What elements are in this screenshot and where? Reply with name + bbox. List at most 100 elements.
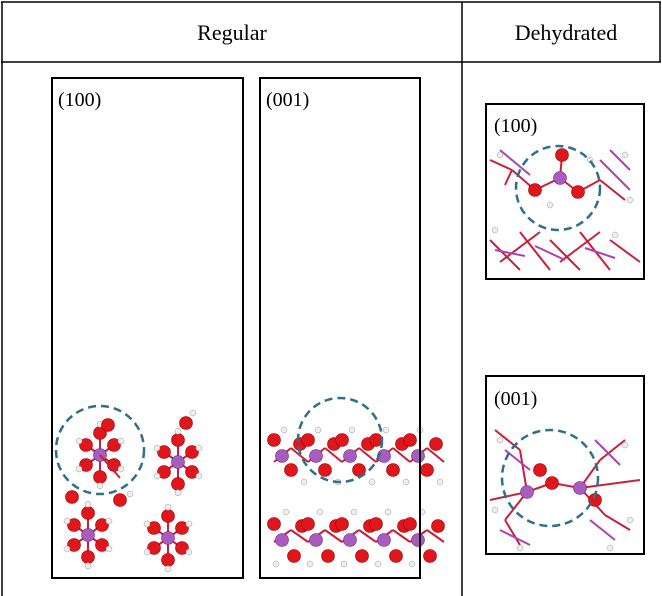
hydrogen-atom <box>273 561 279 567</box>
panel-label: (100) <box>494 115 537 137</box>
metal-atom <box>344 450 357 463</box>
hydrogen-atom <box>315 427 321 433</box>
hydrogen-atom <box>85 501 91 507</box>
hydrogen-atom <box>76 466 82 472</box>
hydrogen-atom <box>317 509 323 515</box>
hydrogen-atom <box>301 479 307 485</box>
panel-frame <box>260 78 420 578</box>
figure: Regular Dehydrated (100) (001) (100) (00… <box>0 0 662 596</box>
hydrogen-atom <box>627 197 633 203</box>
hydrogen-atom <box>351 509 357 515</box>
hydrogen-atom <box>492 227 498 233</box>
hydrogen-atom <box>437 479 443 485</box>
oxygen-atom <box>556 149 569 162</box>
hydrogen-atom <box>64 518 70 524</box>
oxygen-atom <box>94 471 107 484</box>
bond <box>590 520 615 540</box>
hydrogen-atom <box>383 427 389 433</box>
hydrogen-atom <box>165 504 171 510</box>
hydrogen-atom <box>492 507 498 513</box>
oxygen-atom <box>66 491 79 504</box>
oxygen-atom <box>162 554 175 567</box>
oxygen-atom <box>421 464 434 477</box>
hydrogen-atom <box>341 561 347 567</box>
bond <box>560 232 600 262</box>
oxygen-atom <box>102 419 115 432</box>
hydrogen-atom <box>144 521 150 527</box>
oxygen-atom <box>546 477 559 490</box>
oxygen-atom <box>534 464 547 477</box>
oxygen-atom <box>172 434 185 447</box>
hydrogen-atom <box>607 545 613 551</box>
bond <box>505 170 512 185</box>
oxygen-atom <box>432 520 445 533</box>
metal-atom <box>172 456 185 469</box>
bond <box>490 160 512 170</box>
hydrogen-atom <box>64 546 70 552</box>
metal-atom <box>276 534 289 547</box>
hydrogen-atom <box>175 428 181 434</box>
bond <box>580 480 640 488</box>
metal-atom <box>162 532 175 545</box>
oxygen-atom <box>336 518 349 531</box>
oxygen-atom <box>424 550 437 563</box>
metal-atom <box>276 450 289 463</box>
hydrogen-atom <box>106 546 112 552</box>
hydrogen-atom <box>375 561 381 567</box>
hydrogen-atom <box>196 445 202 451</box>
hydrogen-atom <box>517 545 523 551</box>
bond <box>505 520 520 545</box>
oxygen-atom <box>430 438 443 451</box>
metal-atom <box>310 450 323 463</box>
hydrogen-atom <box>154 445 160 451</box>
oxygen-atom <box>268 434 281 447</box>
hydrogen-atom <box>547 202 553 208</box>
panel-label: (001) <box>494 388 537 410</box>
oxygen-atom <box>82 551 95 564</box>
oxygen-atom <box>336 434 349 447</box>
hydrogen-atom <box>154 473 160 479</box>
oxygen-atom <box>404 518 417 531</box>
metal-atom <box>378 534 391 547</box>
bond <box>605 515 630 530</box>
hydrogen-atom <box>118 466 124 472</box>
oxygen-atom <box>529 184 542 197</box>
oxygen-atom <box>180 417 193 430</box>
hydrogen-atom <box>186 549 192 555</box>
bond <box>500 232 540 262</box>
hydrogen-atom <box>281 427 287 433</box>
oxygen-atom <box>370 518 383 531</box>
hydrogen-atom <box>144 549 150 555</box>
oxygen-atom <box>390 550 403 563</box>
oxygen-atom <box>285 464 298 477</box>
hydrogen-atom <box>175 490 181 496</box>
oxygen-atom <box>302 518 315 531</box>
oxygen-atom <box>319 464 332 477</box>
hydrogen-atom <box>118 438 124 444</box>
oxygen-atom <box>322 550 335 563</box>
metal-atom <box>521 486 534 499</box>
metal-atom <box>554 172 567 185</box>
oxygen-atom <box>162 510 175 523</box>
oxygen-atom <box>356 550 369 563</box>
oxygen-atom <box>288 550 301 563</box>
oxygen-atom <box>82 507 95 520</box>
hydrogen-atom <box>369 479 375 485</box>
hydrogen-atom <box>612 232 618 238</box>
hydrogen-atom <box>186 521 192 527</box>
hydrogen-atom <box>127 491 133 497</box>
panel-label: (100) <box>58 89 101 111</box>
structures <box>56 146 640 572</box>
hydrogen-atom <box>497 437 503 443</box>
hydrogen-atom <box>403 479 409 485</box>
hydrogen-atom <box>283 509 289 515</box>
page: {"header": {"regular": "Regular", "dehyd… <box>0 0 662 596</box>
metal-atom <box>310 534 323 547</box>
hydrogen-atom <box>190 410 196 416</box>
hydrogen-atom <box>622 152 628 158</box>
hydrogen-atom <box>497 152 503 158</box>
bond <box>600 180 625 200</box>
hydrogen-atom <box>385 509 391 515</box>
hydrogen-atom <box>97 483 103 489</box>
bond <box>500 530 530 545</box>
